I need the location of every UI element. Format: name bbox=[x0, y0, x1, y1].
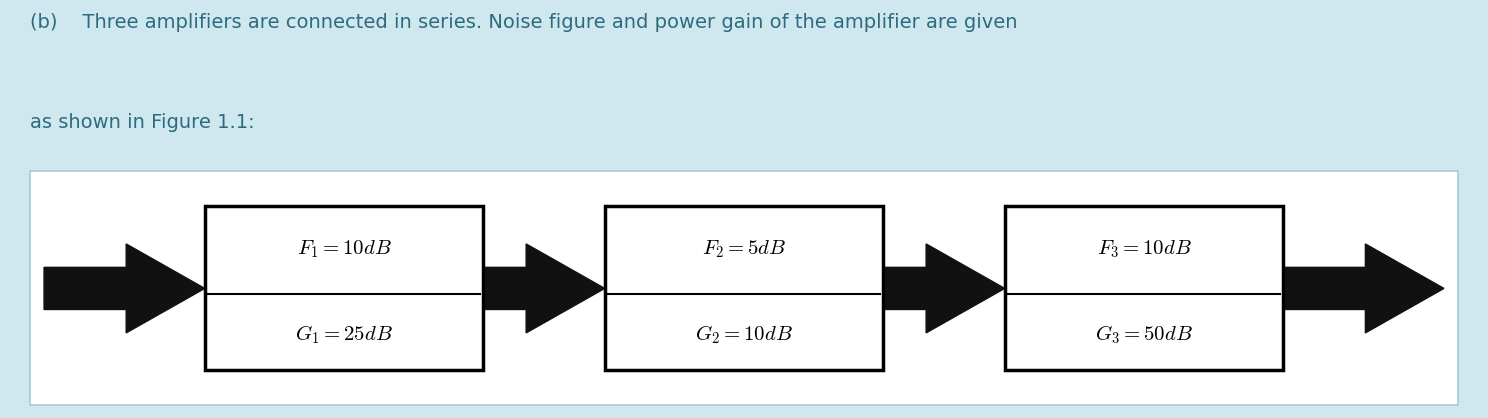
Polygon shape bbox=[1283, 244, 1443, 333]
Text: $G_3 = 50dB$: $G_3 = 50dB$ bbox=[1095, 323, 1193, 346]
Text: $G_1 = 25dB$: $G_1 = 25dB$ bbox=[295, 323, 393, 346]
Text: $F_1 = 10dB$: $F_1 = 10dB$ bbox=[296, 238, 391, 260]
Text: $F_2 = 5dB$: $F_2 = 5dB$ bbox=[702, 238, 786, 260]
Bar bbox=[205, 206, 484, 370]
Bar bbox=[604, 206, 884, 370]
Polygon shape bbox=[484, 244, 604, 333]
Text: (b)    Three amplifiers are connected in series. Noise figure and power gain of : (b) Three amplifiers are connected in se… bbox=[30, 13, 1018, 31]
Polygon shape bbox=[45, 244, 205, 333]
Text: $F_3 = 10dB$: $F_3 = 10dB$ bbox=[1097, 238, 1192, 260]
Bar bbox=[1004, 206, 1283, 370]
Text: as shown in Figure 1.1:: as shown in Figure 1.1: bbox=[30, 113, 254, 132]
Polygon shape bbox=[884, 244, 1004, 333]
Text: $G_2 = 10dB$: $G_2 = 10dB$ bbox=[695, 323, 793, 346]
